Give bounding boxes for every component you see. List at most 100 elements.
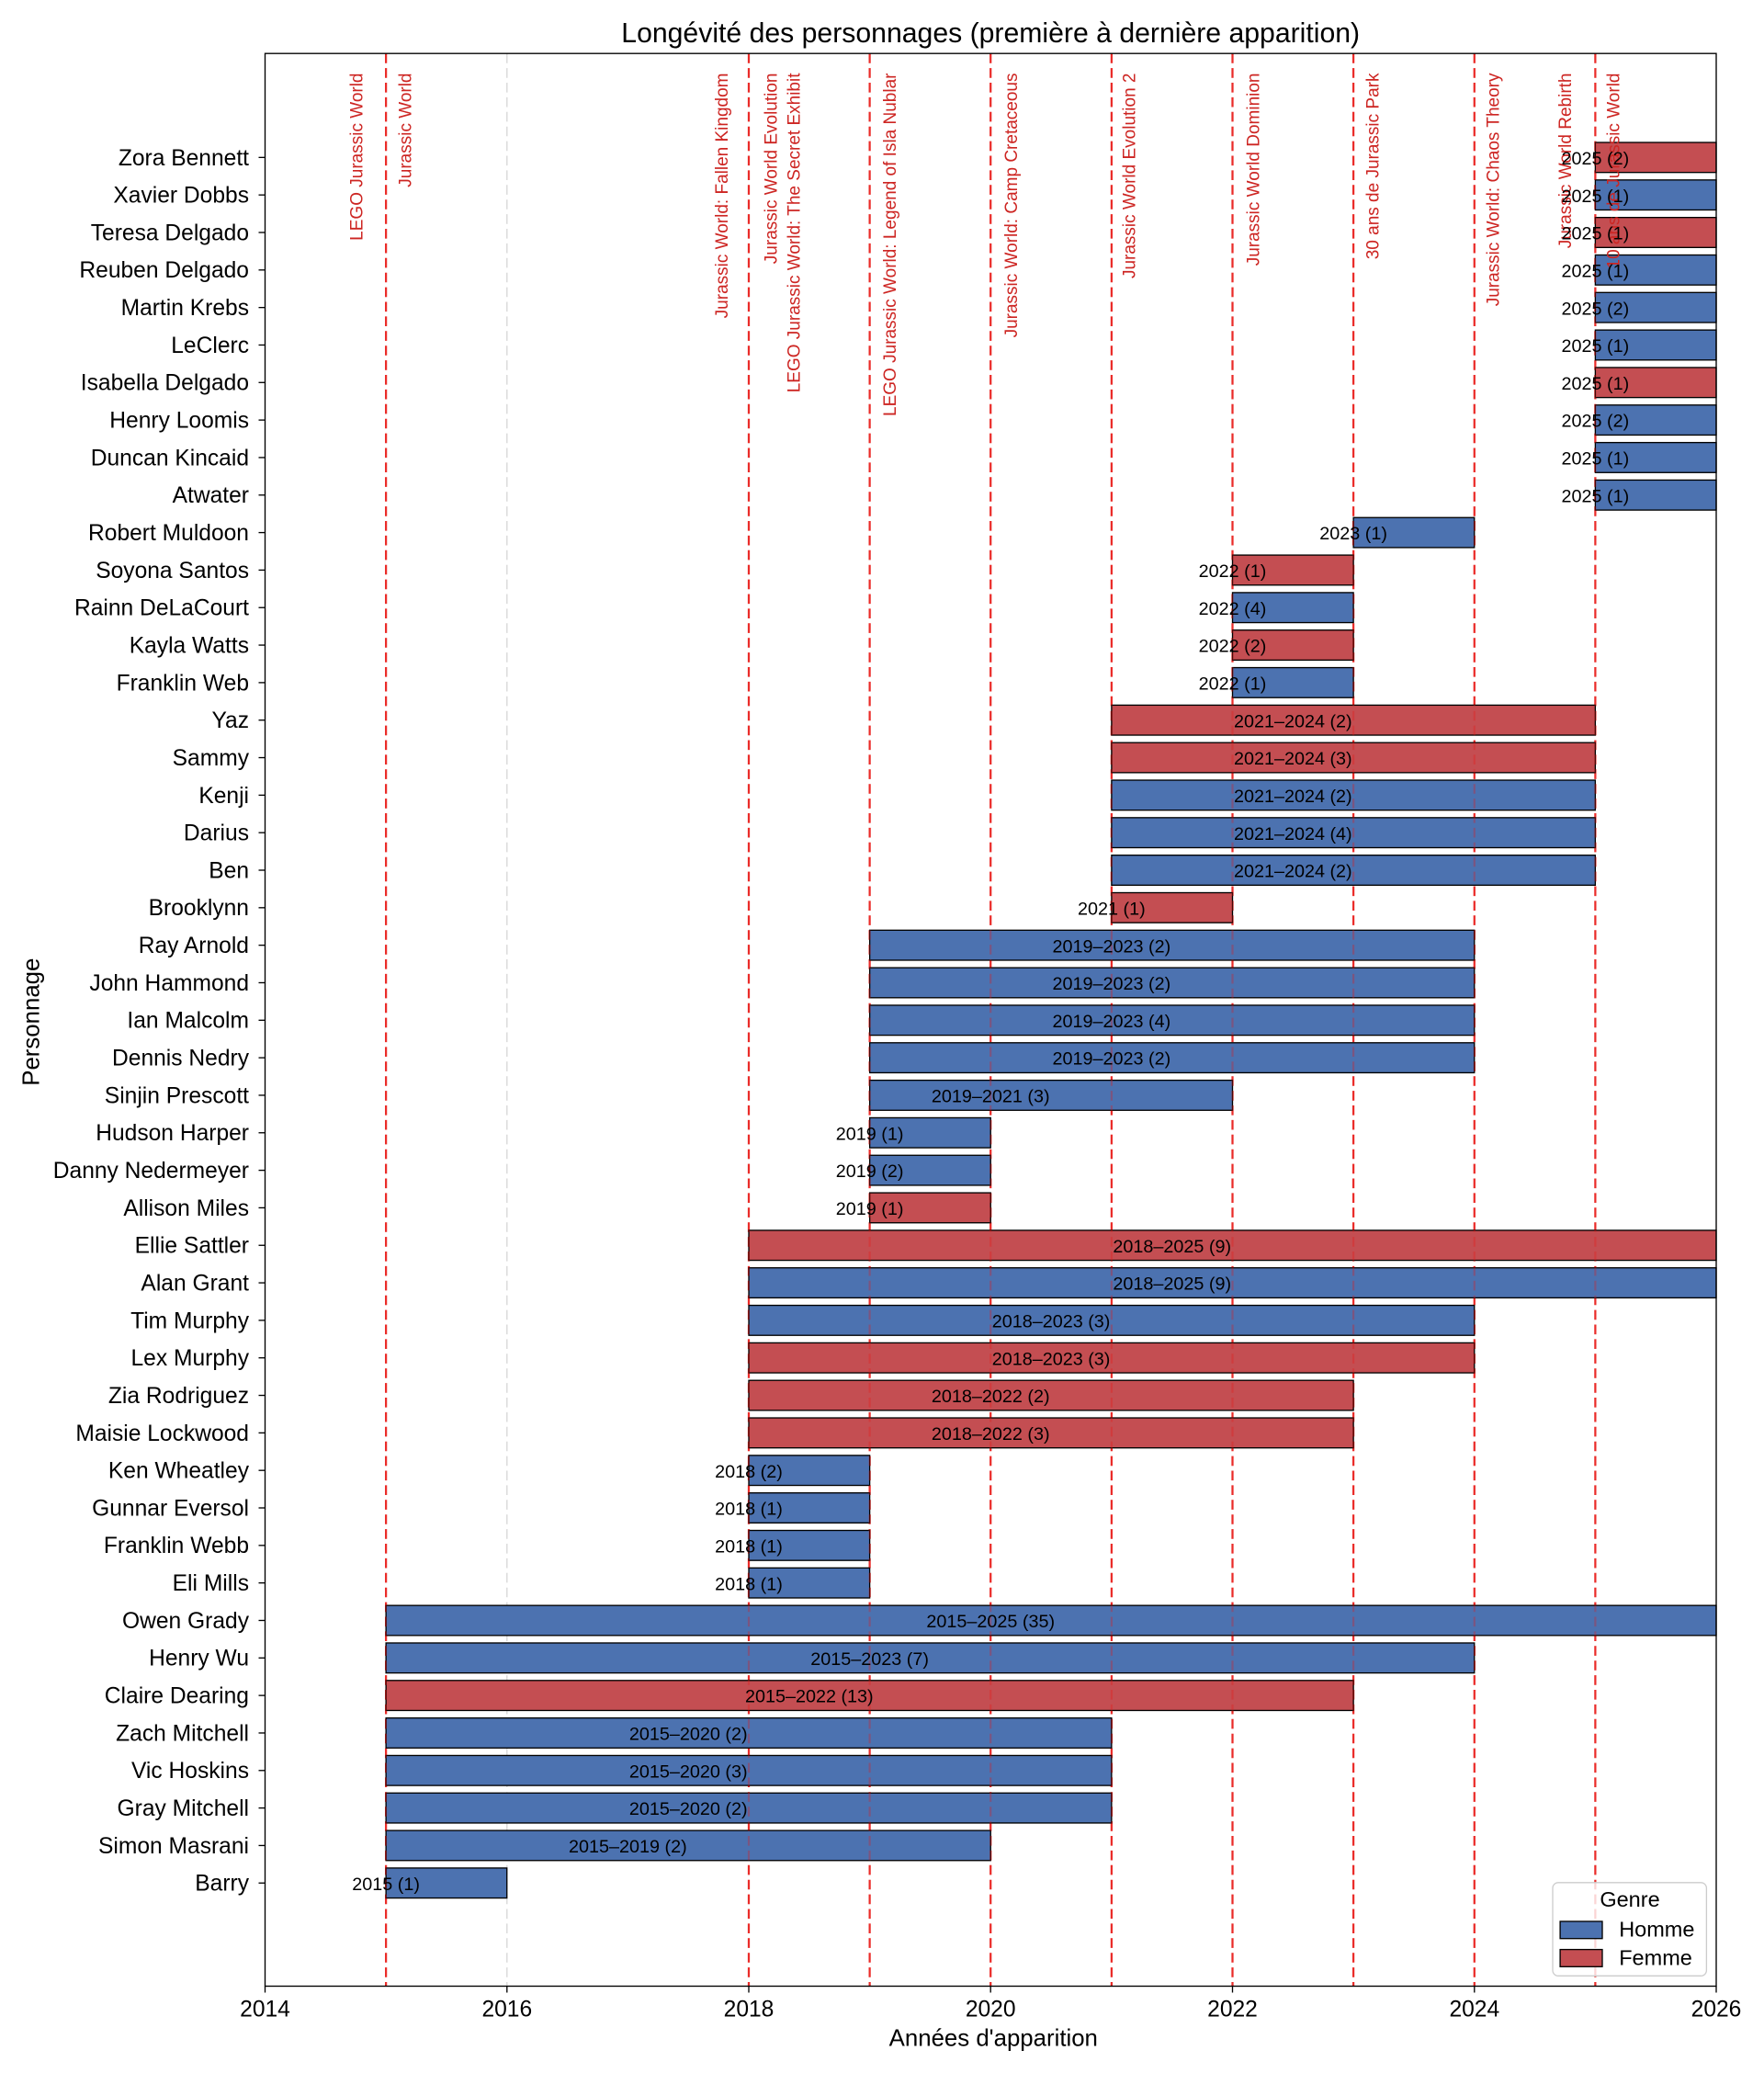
svg-text:Ken Wheatley: Ken Wheatley: [108, 1459, 250, 1484]
svg-text:2023 (1): 2023 (1): [1319, 524, 1387, 544]
svg-text:2025 (2): 2025 (2): [1562, 149, 1630, 169]
svg-text:2021–2024 (2): 2021–2024 (2): [1234, 711, 1352, 731]
svg-text:Martin Krebs: Martin Krebs: [121, 296, 249, 321]
svg-text:Barry: Barry: [195, 1872, 249, 1897]
svg-text:Ellie Sattler: Ellie Sattler: [135, 1234, 249, 1259]
svg-text:2019 (1): 2019 (1): [836, 1124, 904, 1144]
svg-text:Kenji: Kenji: [198, 784, 249, 809]
svg-text:2019–2023 (2): 2019–2023 (2): [1053, 974, 1171, 994]
svg-text:Zach Mitchell: Zach Mitchell: [116, 1721, 249, 1746]
svg-text:Eli Mills: Eli Mills: [173, 1571, 249, 1596]
svg-text:2018–2022 (2): 2018–2022 (2): [932, 1387, 1050, 1407]
svg-text:2015–2020 (3): 2015–2020 (3): [629, 1761, 748, 1782]
svg-text:Zora Bennett: Zora Bennett: [119, 146, 249, 171]
svg-text:2018 (1): 2018 (1): [715, 1500, 783, 1520]
svg-text:Henry Wu: Henry Wu: [149, 1647, 249, 1671]
svg-text:Darius: Darius: [184, 821, 249, 846]
svg-text:Alan Grant: Alan Grant: [141, 1271, 249, 1296]
svg-text:2016: 2016: [481, 1998, 532, 2022]
svg-text:Brooklynn: Brooklynn: [149, 896, 249, 921]
svg-text:Henry Loomis: Henry Loomis: [109, 409, 249, 434]
svg-text:Maisie Lockwood: Maisie Lockwood: [75, 1422, 249, 1446]
svg-text:2022 (1): 2022 (1): [1199, 561, 1267, 582]
svg-text:Claire Dearing: Claire Dearing: [105, 1684, 249, 1709]
svg-text:2018–2023 (3): 2018–2023 (3): [992, 1349, 1111, 1369]
svg-text:2015–2023 (7): 2015–2023 (7): [810, 1649, 929, 1670]
svg-text:Gray Mitchell: Gray Mitchell: [118, 1796, 250, 1821]
svg-text:Franklin Webb: Franklin Webb: [104, 1534, 249, 1558]
svg-text:Duncan Kincaid: Duncan Kincaid: [91, 446, 249, 470]
svg-text:2024: 2024: [1449, 1998, 1499, 2022]
svg-text:2025 (1): 2025 (1): [1562, 374, 1630, 394]
svg-text:John Hammond: John Hammond: [89, 971, 249, 996]
svg-text:2015 (1): 2015 (1): [352, 1875, 420, 1895]
svg-text:2025 (1): 2025 (1): [1562, 449, 1630, 470]
svg-text:Sinjin Prescott: Sinjin Prescott: [105, 1083, 249, 1108]
svg-text:Ian Malcolm: Ian Malcolm: [127, 1009, 249, 1034]
svg-text:2015–2019 (2): 2015–2019 (2): [569, 1837, 687, 1857]
svg-text:Danny Nedermeyer: Danny Nedermeyer: [53, 1159, 249, 1184]
svg-text:2019–2021 (3): 2019–2021 (3): [932, 1087, 1050, 1107]
svg-text:Reuben Delgado: Reuben Delgado: [79, 258, 249, 283]
svg-text:Genre: Genre: [1600, 1887, 1659, 1911]
svg-text:2015–2020 (2): 2015–2020 (2): [629, 1725, 748, 1745]
svg-text:Robert Muldoon: Robert Muldoon: [88, 521, 249, 546]
svg-text:Jurassic World Evolution 2: Jurassic World Evolution 2: [1121, 74, 1140, 279]
svg-text:Jurassic World: Camp Cretaceou: Jurassic World: Camp Cretaceous: [1002, 74, 1022, 338]
svg-text:Sammy: Sammy: [173, 746, 250, 771]
svg-text:2021–2024 (2): 2021–2024 (2): [1234, 862, 1352, 882]
svg-text:Hudson Harper: Hudson Harper: [96, 1121, 249, 1146]
svg-text:2025 (1): 2025 (1): [1562, 486, 1630, 506]
svg-text:Vic Hoskins: Vic Hoskins: [131, 1759, 249, 1784]
svg-text:Yaz: Yaz: [211, 708, 249, 733]
svg-text:Franklin Web: Franklin Web: [117, 671, 249, 696]
svg-text:Zia Rodriguez: Zia Rodriguez: [108, 1384, 249, 1409]
svg-text:2015–2025 (35): 2015–2025 (35): [926, 1612, 1055, 1632]
svg-text:2018 (1): 2018 (1): [715, 1574, 783, 1594]
svg-text:Ray Arnold: Ray Arnold: [139, 934, 249, 958]
svg-text:30 ans de Jurassic Park: 30 ans de Jurassic Park: [1364, 73, 1384, 259]
svg-text:2025 (1): 2025 (1): [1562, 261, 1630, 281]
svg-text:2018–2023 (3): 2018–2023 (3): [992, 1311, 1111, 1331]
svg-text:Owen Grady: Owen Grady: [122, 1609, 250, 1634]
svg-text:2022 (4): 2022 (4): [1199, 599, 1267, 619]
svg-text:2025 (1): 2025 (1): [1562, 187, 1630, 207]
svg-text:2022 (1): 2022 (1): [1199, 674, 1267, 694]
svg-text:Lex Murphy: Lex Murphy: [131, 1346, 250, 1371]
svg-text:Xavier Dobbs: Xavier Dobbs: [113, 184, 249, 209]
svg-text:2018–2022 (3): 2018–2022 (3): [932, 1424, 1050, 1444]
svg-text:2021–2024 (3): 2021–2024 (3): [1234, 749, 1352, 769]
svg-text:Rainn DeLaCourt: Rainn DeLaCourt: [74, 596, 249, 621]
svg-text:Isabella Delgado: Isabella Delgado: [81, 371, 249, 396]
svg-text:Jurassic World: Chaos Theory: Jurassic World: Chaos Theory: [1485, 73, 1504, 306]
svg-text:Dennis Nedry: Dennis Nedry: [112, 1047, 250, 1071]
svg-text:Kayla Watts: Kayla Watts: [130, 633, 249, 658]
svg-text:2019 (1): 2019 (1): [836, 1199, 904, 1219]
svg-text:10 ans de Jurassic World: 10 ans de Jurassic World: [1605, 74, 1624, 269]
svg-text:Jurassic World Evolution: Jurassic World Evolution: [763, 74, 782, 265]
svg-text:2019–2023 (4): 2019–2023 (4): [1053, 1012, 1171, 1032]
svg-text:Jurassic World Dominion: Jurassic World Dominion: [1245, 74, 1264, 266]
svg-text:LEGO Jurassic World: Legend of: LEGO Jurassic World: Legend of Isla Nubl…: [881, 73, 900, 416]
svg-text:Longévité des personnages (pre: Longévité des personnages (première à de…: [621, 18, 1360, 49]
svg-text:LEGO Jurassic World: LEGO Jurassic World: [347, 74, 367, 241]
svg-text:2025 (1): 2025 (1): [1562, 224, 1630, 244]
svg-text:2015–2022 (13): 2015–2022 (13): [745, 1687, 874, 1707]
svg-text:Années d'apparition: Années d'apparition: [889, 2025, 1098, 2051]
svg-text:2021 (1): 2021 (1): [1078, 899, 1146, 919]
svg-text:2019–2023 (2): 2019–2023 (2): [1053, 1049, 1171, 1070]
svg-text:Tim Murphy: Tim Murphy: [130, 1308, 250, 1333]
svg-text:Jurassic World Rebirth: Jurassic World Rebirth: [1556, 74, 1576, 249]
svg-text:2018–2025 (9): 2018–2025 (9): [1113, 1274, 1231, 1295]
svg-text:2021–2024 (2): 2021–2024 (2): [1234, 787, 1352, 807]
svg-text:2019 (2): 2019 (2): [836, 1161, 904, 1182]
svg-text:2018: 2018: [724, 1998, 775, 2022]
svg-text:Ben: Ben: [209, 858, 249, 883]
svg-text:LEGO Jurassic World: The Secre: LEGO Jurassic World: The Secret Exhibit: [786, 73, 805, 392]
svg-text:2019–2023 (2): 2019–2023 (2): [1053, 936, 1171, 957]
svg-text:Jurassic World: Fallen Kingdom: Jurassic World: Fallen Kingdom: [713, 74, 732, 319]
svg-text:2018–2025 (9): 2018–2025 (9): [1113, 1237, 1231, 1257]
svg-text:Teresa Delgado: Teresa Delgado: [91, 221, 249, 245]
svg-text:2022: 2022: [1207, 1998, 1258, 2022]
svg-text:Gunnar Eversol: Gunnar Eversol: [92, 1496, 249, 1521]
